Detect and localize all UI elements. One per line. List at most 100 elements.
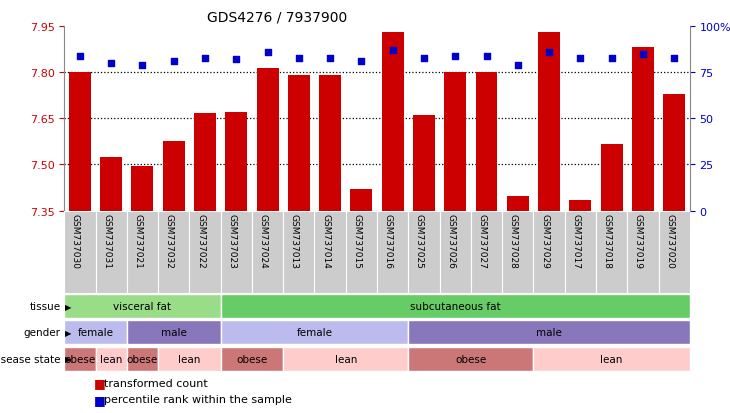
Point <box>262 50 274 56</box>
Text: lean: lean <box>178 354 201 364</box>
Point <box>480 53 492 60</box>
Text: GSM737016: GSM737016 <box>384 214 393 268</box>
Bar <box>538 33 560 211</box>
Bar <box>220 295 690 318</box>
Bar <box>439 211 471 294</box>
Text: female: female <box>296 328 332 338</box>
Text: female: female <box>77 328 114 338</box>
Bar <box>252 211 283 294</box>
Bar <box>534 347 690 370</box>
Point <box>356 59 367 66</box>
Point <box>669 55 680 62</box>
Text: GSM737028: GSM737028 <box>509 214 518 268</box>
Point <box>418 55 430 62</box>
Bar <box>445 73 466 211</box>
Bar <box>601 144 623 211</box>
Text: percentile rank within the sample: percentile rank within the sample <box>104 394 292 404</box>
Bar <box>408 211 439 294</box>
Bar <box>127 347 158 370</box>
Bar <box>127 321 220 344</box>
Bar <box>350 190 372 211</box>
Bar <box>194 114 216 211</box>
Bar <box>220 347 283 370</box>
Text: GSM737026: GSM737026 <box>446 214 456 268</box>
Text: obese: obese <box>127 354 158 364</box>
Point <box>74 53 85 60</box>
Bar <box>315 211 346 294</box>
Text: GSM737014: GSM737014 <box>321 214 330 268</box>
Text: obese: obese <box>64 354 96 364</box>
Point <box>168 59 180 66</box>
Bar <box>377 211 408 294</box>
Bar <box>64 321 127 344</box>
Bar <box>408 347 534 370</box>
Text: subcutaneous fat: subcutaneous fat <box>410 301 501 312</box>
Point <box>543 50 555 56</box>
Text: ■: ■ <box>93 393 105 406</box>
Text: obese: obese <box>237 354 268 364</box>
Bar <box>220 211 252 294</box>
Text: GSM737013: GSM737013 <box>290 214 299 268</box>
Bar <box>64 211 96 294</box>
Point <box>606 55 618 62</box>
Point <box>512 62 523 69</box>
Bar <box>502 211 534 294</box>
Bar <box>475 73 497 211</box>
Text: disease state: disease state <box>0 354 61 364</box>
Point <box>324 55 336 62</box>
Bar <box>100 157 122 211</box>
Bar <box>664 95 685 211</box>
Bar <box>658 211 690 294</box>
Text: GSM737024: GSM737024 <box>258 214 268 268</box>
Text: lean: lean <box>334 354 357 364</box>
Text: GSM737023: GSM737023 <box>227 214 237 268</box>
Bar <box>189 211 220 294</box>
Bar <box>288 75 310 211</box>
Text: GSM737031: GSM737031 <box>102 214 111 268</box>
Bar <box>226 113 247 211</box>
Point <box>105 61 117 67</box>
Point <box>637 52 649 58</box>
Text: obese: obese <box>456 354 486 364</box>
Bar <box>632 48 654 211</box>
Bar <box>64 347 96 370</box>
Text: GSM737020: GSM737020 <box>665 214 675 268</box>
Bar <box>131 166 153 211</box>
Bar <box>64 295 220 318</box>
Bar <box>220 321 408 344</box>
Bar <box>507 196 529 211</box>
Bar <box>283 211 315 294</box>
Point <box>450 53 461 60</box>
Text: lean: lean <box>100 354 123 364</box>
Text: GSM737022: GSM737022 <box>196 214 205 268</box>
Text: male: male <box>161 328 187 338</box>
Text: ■: ■ <box>93 376 105 389</box>
Text: GSM737030: GSM737030 <box>71 214 80 268</box>
Bar <box>596 211 627 294</box>
Text: male: male <box>536 328 562 338</box>
Text: GSM737025: GSM737025 <box>415 214 424 268</box>
Bar <box>408 321 690 344</box>
Text: lean: lean <box>601 354 623 364</box>
Text: tissue: tissue <box>29 301 61 312</box>
Bar <box>534 211 565 294</box>
Text: transformed count: transformed count <box>104 378 208 388</box>
Text: GSM737019: GSM737019 <box>634 214 643 268</box>
Point <box>575 55 586 62</box>
Bar <box>69 73 91 211</box>
Bar <box>413 116 435 211</box>
Text: GSM737029: GSM737029 <box>540 214 549 268</box>
Text: GSM737015: GSM737015 <box>353 214 361 268</box>
Text: ▶: ▶ <box>65 354 72 363</box>
Bar <box>565 211 596 294</box>
Bar <box>346 211 377 294</box>
Text: GSM737027: GSM737027 <box>477 214 486 268</box>
Bar <box>382 33 404 211</box>
Text: GSM737021: GSM737021 <box>134 214 142 268</box>
Text: gender: gender <box>23 328 61 338</box>
Text: ▶: ▶ <box>65 328 72 337</box>
Bar <box>627 211 658 294</box>
Bar <box>163 141 185 211</box>
Point <box>293 55 304 62</box>
Bar <box>319 75 341 211</box>
